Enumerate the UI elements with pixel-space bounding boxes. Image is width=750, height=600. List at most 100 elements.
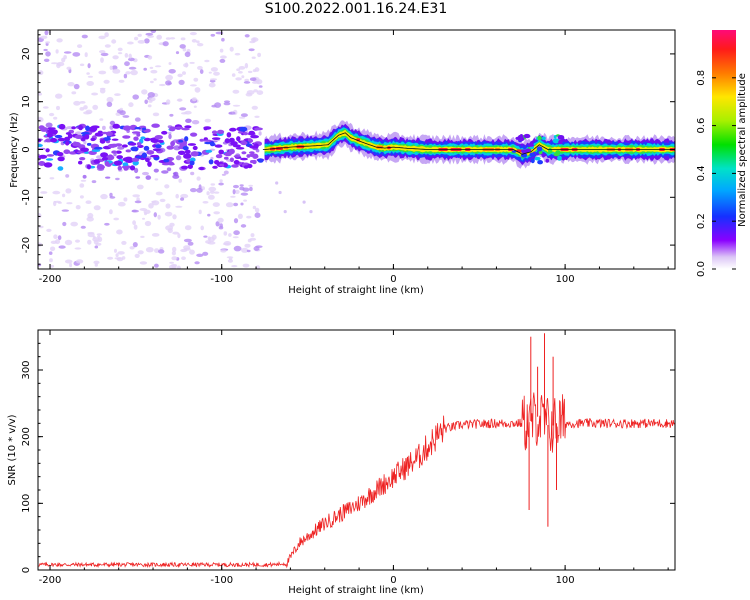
noise-band-blob (222, 162, 228, 168)
noise-blob (241, 247, 249, 253)
noise-blob (147, 35, 155, 38)
noise-blob (210, 183, 216, 186)
noise-band-blob (71, 126, 76, 130)
noise-band-blob (54, 134, 63, 139)
y-tick-label: 20 (21, 48, 32, 61)
noise-blob (87, 239, 92, 245)
noise-blob (238, 71, 243, 74)
noise-band-blob (47, 128, 55, 134)
noise-blob (183, 63, 189, 68)
spectrogram-xlabel: Height of straight line (km) (288, 285, 424, 296)
noise-band-blob (123, 165, 129, 171)
snr-ticks: -200 -100 0 100 0 100 200 300 (21, 329, 675, 586)
noise-band-blob (229, 157, 234, 163)
noise-band-blob (45, 158, 54, 161)
noise-band-blob (58, 123, 66, 130)
noise-blob (161, 170, 169, 174)
noise-blob (126, 41, 134, 45)
noise-blob (109, 65, 114, 71)
noise-blob (153, 212, 157, 218)
trace-centerline (262, 132, 675, 155)
noise-blob (71, 91, 77, 95)
noise-blob (137, 33, 142, 37)
noise-band-blob (249, 151, 255, 155)
noise-blob (121, 256, 126, 260)
colorbar: 0.0 0.2 0.4 0.6 0.8 Normalized spectral ampl… (696, 30, 748, 277)
noise-blob (147, 55, 153, 60)
noise-blob (40, 35, 48, 39)
noise-blob (227, 259, 233, 263)
noise-blob (145, 175, 152, 180)
noise-blob (210, 156, 214, 160)
noise-blob (246, 249, 251, 253)
noise-blob (164, 184, 170, 189)
noise-blob (172, 214, 177, 220)
noise-blob (106, 101, 113, 108)
noise-blob (193, 77, 199, 82)
noise-band-blob (248, 130, 255, 136)
noise-blob (56, 61, 65, 67)
noise-band-blob (38, 161, 46, 166)
noise-blob (107, 256, 114, 260)
noise-blob (169, 261, 174, 264)
noise-band-blob (141, 152, 148, 159)
noise-blob (229, 46, 234, 52)
noise-blob (98, 35, 106, 40)
noise-blob (231, 265, 238, 268)
noise-blob (150, 80, 154, 84)
noise-blob (228, 233, 232, 237)
noise-blob (145, 247, 154, 253)
noise-blob (114, 248, 117, 253)
noise-blob (228, 111, 236, 115)
snr-xlabel: Height of straight line (km) (288, 585, 424, 596)
noise-band-blob (228, 148, 235, 155)
noise-blob (165, 74, 174, 81)
noise-band-blob (122, 125, 132, 131)
noise-blob (115, 253, 119, 258)
noise-blob (249, 40, 255, 44)
noise-band-blob (100, 152, 109, 158)
noise-band-blob (63, 149, 71, 154)
noise-blob (96, 233, 103, 236)
trace-disturb-blob (537, 160, 543, 165)
noise-blob (241, 75, 245, 79)
noise-blob (62, 193, 66, 198)
noise-blob (91, 180, 97, 184)
noise-blob (134, 36, 139, 41)
noise-blob (203, 235, 208, 238)
noise-band-blob (78, 124, 83, 131)
noise-blob (213, 211, 220, 215)
noise-band-blob (93, 146, 103, 150)
noise-band-blob (208, 159, 214, 165)
noise-blob (239, 186, 245, 191)
noise-band-blob (155, 144, 162, 149)
noise-blob (73, 83, 80, 90)
noise-blob (212, 202, 220, 208)
noise-blob (196, 187, 203, 193)
noise-band-blob (47, 127, 56, 130)
noise-band-blob (86, 164, 92, 170)
noise-band-blob (190, 151, 199, 157)
noise-blob (252, 205, 257, 210)
noise-blob (162, 41, 169, 47)
noise-blob (183, 245, 191, 250)
noise-blob (191, 120, 200, 125)
noise-blob (198, 184, 202, 190)
noise-blob (206, 191, 210, 196)
noise-blob (38, 92, 43, 96)
trace-disturb-blob (558, 139, 563, 145)
noise-blob (128, 53, 132, 59)
noise-band-blob (257, 158, 264, 163)
noise-blob (79, 101, 86, 104)
noise-band-blob (211, 137, 221, 141)
noise-band-blob (145, 157, 150, 163)
noise-band-blob (40, 127, 49, 132)
noise-band-blob (184, 125, 192, 129)
noise-blob (109, 209, 113, 215)
noise-blob (223, 231, 228, 236)
noise-blob (254, 207, 260, 213)
noise-blob (189, 249, 195, 255)
noise-blob (154, 178, 159, 181)
stray-blob (302, 200, 306, 204)
noise-blob (196, 253, 204, 257)
